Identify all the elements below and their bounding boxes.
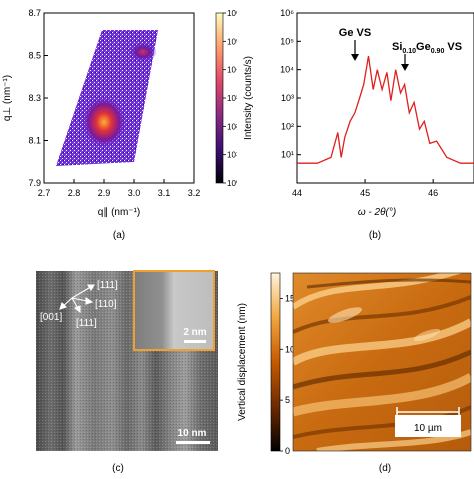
panel-a: 2.72.82.93.03.13.2 7.98.18.38.58.7 10⁰10… (0, 0, 240, 241)
x-tick-label: 2.9 (98, 188, 111, 198)
xrd-spectrum: 10¹ 10² 10³ 10⁴ 10⁵ 10⁶ 44 45 46 Intensity (cou… (243, 8, 474, 218)
rsm-heatmap: 2.72.82.93.03.13.2 7.98.18.38.58.7 10⁰10… (2, 8, 240, 218)
panel-label-a: (a) (112, 230, 126, 241)
annotation-ge-vs: Ge VS (339, 27, 371, 39)
y-ticks: 7.9 8.1 8.3 8.5 8.7 (28, 8, 48, 188)
direction-001: [001] (40, 312, 62, 323)
y-axis-label: q⊥ (nm⁻¹) (2, 75, 13, 121)
afm-terraces (293, 273, 471, 451)
colorbar-tick-label: 10⁶ (227, 9, 237, 18)
colorbar-tick-label: 10² (227, 122, 237, 131)
colorbar-tick-label: 0 (285, 446, 290, 456)
y-tick-label: 8.3 (28, 93, 41, 103)
panel-label-b: (b) (368, 230, 382, 241)
colorbar-ticks: 10⁰ 10¹ 10² 10³ 10⁴ 10⁵ 10⁶ (223, 9, 240, 188)
x-ticks: 44 45 46 (292, 179, 438, 198)
colorbar-tick-label: 10⁵ (227, 37, 237, 46)
colorbar-tick-label: 10³ (227, 94, 237, 103)
colorbar-tick-label: 5 (285, 395, 290, 405)
colorbar (270, 272, 281, 452)
colorbar-tick-label: 10⁴ (227, 66, 237, 75)
colorbar (215, 12, 224, 184)
colorbar-tick-label: 15 (285, 293, 295, 303)
scale-bar (176, 441, 210, 444)
crystal-directions (59, 284, 95, 314)
peak-sige-vs (129, 42, 157, 62)
y-tick-label: 8.1 (28, 136, 41, 146)
direction-111-bottom: [111] (76, 318, 97, 329)
y-axis-label: Intensity (counts/s) (243, 56, 254, 140)
scale-box (395, 415, 461, 437)
panel-label-c: (c) (112, 463, 124, 474)
x-tick-label: 46 (428, 188, 438, 198)
colorbar-tick-label: 10¹ (227, 151, 237, 160)
colorbar-tick-label: 10 (285, 344, 295, 354)
afm-image: 0 5 10 15 Vertical displacement (nm) 10 µm (237, 272, 472, 456)
x-axis-label: q∥ (nm⁻¹) (98, 207, 141, 218)
y-tick-label: 10³ (281, 93, 294, 103)
x-axis-label: ω - 2θ(°) (358, 207, 396, 218)
inset-scale-label: 2 nm (183, 327, 206, 338)
colorbar-ticks: 0 5 10 15 (280, 293, 295, 456)
y-ticks: 10¹ 10² 10³ 10⁴ 10⁵ 10⁶ (280, 8, 301, 160)
peak-ge-vs (82, 96, 126, 148)
colorbar-tick-label: 10⁰ (227, 179, 237, 188)
x-tick-label: 3.0 (128, 188, 141, 198)
direction-110: [110] (95, 299, 117, 310)
scale-label: 10 µm (414, 423, 442, 434)
y-tick-label: 10⁴ (280, 65, 294, 75)
scale-label: 10 nm (178, 428, 207, 439)
y-tick-label: 10² (281, 121, 294, 131)
y-tick-label: 10⁶ (280, 8, 294, 18)
y-tick-label: 7.9 (28, 178, 41, 188)
intensity-line (297, 55, 474, 164)
panel-c: [111] [110] [001] [111] 2 nm 10 nm (c) (0, 237, 237, 474)
x-tick-label: 44 (292, 188, 302, 198)
x-tick-label: 2.7 (38, 188, 51, 198)
y-tick-label: 10⁵ (280, 36, 294, 46)
inset-scale-bar (184, 340, 206, 343)
panel-d: 0 5 10 15 Vertical displacement (nm) 10 µm … (237, 237, 474, 474)
inset-image (133, 270, 215, 351)
y-tick-label: 10¹ (281, 150, 294, 160)
panel-b: 10¹ 10² 10³ 10⁴ 10⁵ 10⁶ 44 45 46 Intensity (cou… (237, 0, 474, 241)
x-tick-label: 3.1 (158, 188, 171, 198)
x-tick-label: 2.8 (68, 188, 81, 198)
y-tick-label: 8.7 (28, 8, 41, 18)
y-axis-label: Vertical displacement (nm) (237, 303, 248, 421)
x-tick-label: 45 (360, 188, 370, 198)
y-tick-label: 8.5 (28, 51, 41, 61)
panel-label-d: (d) (378, 463, 392, 474)
x-tick-label: 3.2 (188, 188, 201, 198)
tem-image: [111] [110] [001] [111] 2 nm 10 nm (36, 270, 218, 451)
direction-111-top: [111] (97, 280, 118, 291)
x-ticks: 2.7 2.8 2.9 3.0 3.1 3.2 (38, 179, 201, 198)
